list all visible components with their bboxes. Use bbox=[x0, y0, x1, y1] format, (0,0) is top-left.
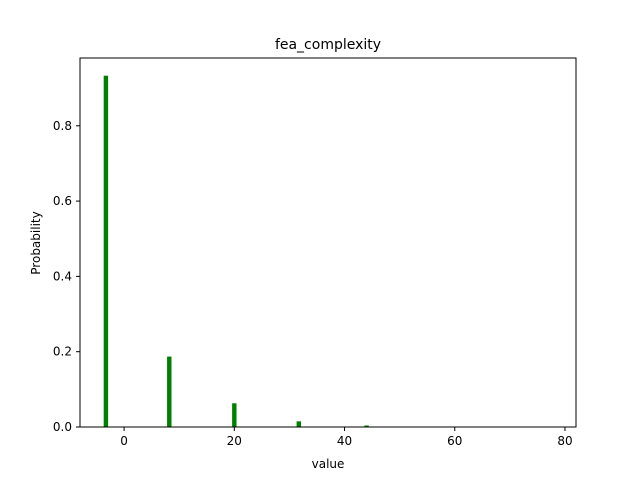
x-tick-label-1: 20 bbox=[227, 434, 242, 448]
y-tick-label-3: 0.6 bbox=[53, 194, 72, 208]
y-tick-label-0: 0.0 bbox=[53, 420, 72, 434]
x-tick-label-4: 80 bbox=[557, 434, 572, 448]
y-tick-label-2: 0.4 bbox=[53, 269, 72, 283]
x-axis-label: value bbox=[312, 457, 345, 471]
bar-0 bbox=[103, 75, 109, 427]
x-axis-ticks: 0 20 40 60 80 bbox=[120, 427, 573, 448]
x-tick-label-0: 0 bbox=[120, 434, 128, 448]
bar-1 bbox=[167, 356, 172, 427]
bar-4 bbox=[364, 425, 369, 427]
plot-frame bbox=[79, 57, 577, 428]
x-tick-label-2: 40 bbox=[337, 434, 352, 448]
x-tick-label-3: 60 bbox=[447, 434, 462, 448]
y-tick-label-1: 0.2 bbox=[53, 345, 72, 359]
y-axis-ticks: 0.0 0.2 0.4 0.6 0.8 bbox=[53, 119, 80, 434]
chart-title: fea_complexity bbox=[275, 37, 381, 53]
y-axis-label: Probability bbox=[29, 211, 43, 274]
bar-3 bbox=[296, 421, 301, 427]
bar-2 bbox=[232, 403, 237, 427]
bars-group bbox=[103, 75, 369, 427]
y-tick-label-4: 0.8 bbox=[53, 119, 72, 133]
